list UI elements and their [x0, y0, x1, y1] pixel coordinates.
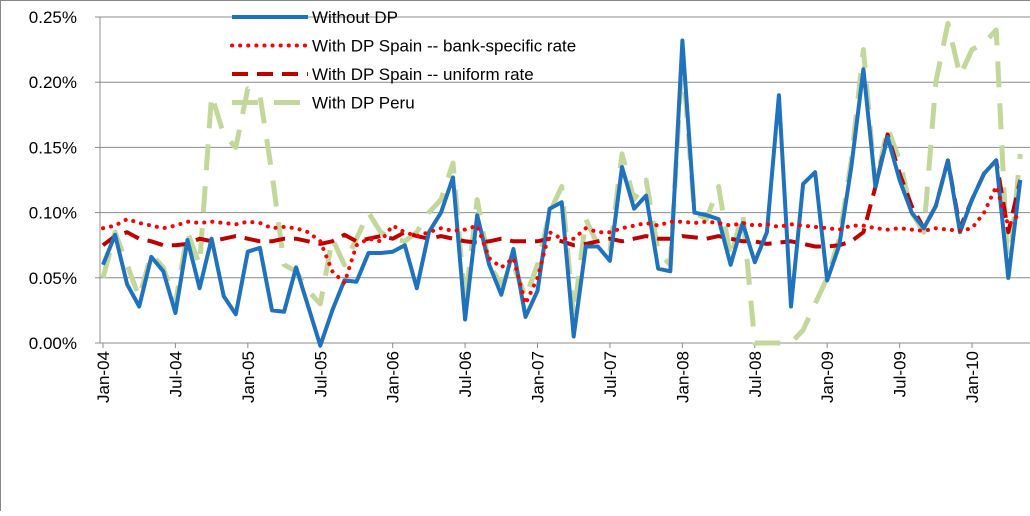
- x-tick-label: Jan-07: [529, 351, 548, 403]
- y-tick-label: 0.20%: [29, 73, 77, 92]
- x-tick-label: Jan-05: [239, 351, 258, 403]
- x-tick-label: Jul-05: [311, 351, 330, 397]
- x-tick-label: Jul-06: [456, 351, 475, 397]
- y-tick-label: 0.05%: [29, 269, 77, 288]
- x-tick-label: Jul-08: [746, 351, 765, 397]
- x-tick-label: Jan-10: [963, 351, 982, 403]
- legend-label: Without DP: [312, 8, 398, 27]
- series-line: [103, 41, 1020, 346]
- y-tick-label: 0.25%: [29, 8, 77, 27]
- x-tick-label: Jul-07: [601, 351, 620, 397]
- y-tick-label: 0.15%: [29, 138, 77, 157]
- x-tick-label: Jul-09: [891, 351, 910, 397]
- y-tick-label: 0.10%: [29, 204, 77, 223]
- x-tick-label: Jan-08: [673, 351, 692, 403]
- x-tick-label: Jul-04: [166, 351, 185, 397]
- y-tick-label: 0.00%: [29, 334, 77, 353]
- legend-label: With DP Spain -- bank-specific rate: [312, 37, 576, 56]
- x-tick-label: Jan-09: [818, 351, 837, 403]
- legend-label: With DP Peru: [312, 94, 415, 113]
- legend-label: With DP Spain -- uniform rate: [312, 65, 534, 84]
- x-tick-label: Jan-06: [384, 351, 403, 403]
- x-tick-label: Jan-04: [94, 351, 113, 403]
